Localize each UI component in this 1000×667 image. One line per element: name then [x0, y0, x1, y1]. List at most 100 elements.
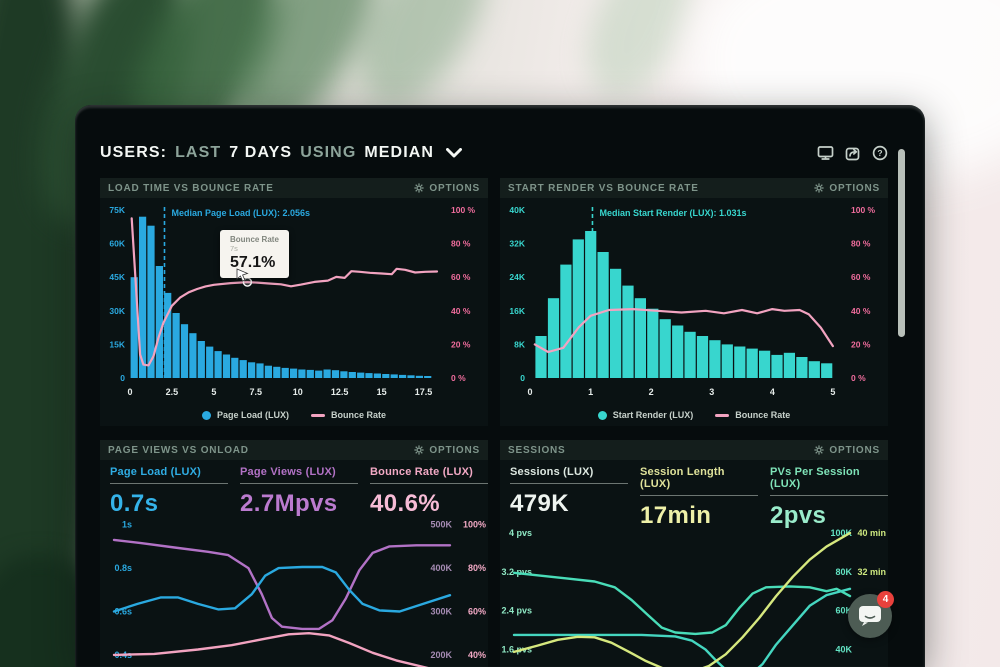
- histogram-bar[interactable]: [281, 367, 289, 378]
- scrollbar[interactable]: [898, 149, 905, 337]
- metric-value: 17min: [640, 502, 712, 529]
- legend-item-bounce-rate[interactable]: Bounce Rate: [311, 410, 386, 420]
- tick-label: 40K: [835, 644, 852, 654]
- line-series-teal-upper[interactable]: [512, 571, 852, 636]
- histogram-bar[interactable]: [248, 362, 256, 378]
- histogram-bar[interactable]: [256, 363, 264, 378]
- header-range-label: 7 DAYS: [229, 144, 293, 161]
- histogram-bar[interactable]: [634, 298, 646, 378]
- chat-badge: 4: [877, 591, 894, 608]
- display-icon[interactable]: [817, 145, 834, 161]
- start-render-histogram[interactable]: Median Start Render (LUX): 1.031s 40K 32K 2…: [500, 200, 888, 404]
- histogram-bar[interactable]: [721, 344, 733, 378]
- histogram-bar[interactable]: [264, 365, 272, 378]
- histogram-bar[interactable]: [214, 351, 222, 378]
- histogram-bar[interactable]: [315, 370, 323, 378]
- options-button[interactable]: OPTIONS: [814, 183, 880, 194]
- histogram-bar[interactable]: [672, 325, 684, 379]
- options-button[interactable]: OPTIONS: [814, 445, 880, 456]
- legend-item-page-load[interactable]: Page Load (LUX): [201, 410, 289, 420]
- chat-button[interactable]: 4: [848, 591, 894, 638]
- legend-item-bounce-rate[interactable]: Bounce Rate: [715, 410, 790, 420]
- histogram-bar[interactable]: [746, 348, 758, 378]
- line-series-page-load[interactable]: [112, 565, 452, 613]
- histogram-bar[interactable]: [808, 361, 820, 378]
- page-views-line-chart[interactable]: 1s 500K 100%0.8s 400K 80%0.6s 300K 60%0.4s 200K…: [100, 516, 488, 667]
- histogram-bar[interactable]: [357, 372, 365, 378]
- histogram-bar[interactable]: [139, 216, 147, 378]
- histogram-bar[interactable]: [547, 298, 560, 378]
- bounce-rate-line[interactable]: [533, 307, 834, 354]
- histogram-bar[interactable]: [659, 319, 671, 378]
- histogram-bar[interactable]: [407, 375, 415, 378]
- line-series-teal-lower[interactable]: [512, 587, 852, 667]
- histogram-bar[interactable]: [709, 340, 721, 378]
- histogram-bar[interactable]: [306, 369, 314, 378]
- load-time-histogram[interactable]: Median Page Load (LUX): 2.056s 75K 60K 45K 3…: [100, 200, 488, 404]
- histogram-bar[interactable]: [164, 292, 172, 378]
- histogram-bar[interactable]: [597, 252, 609, 378]
- tick-label: 2: [649, 387, 654, 397]
- histogram-bar[interactable]: [206, 346, 214, 378]
- histogram-bar[interactable]: [684, 331, 696, 378]
- histogram-bar[interactable]: [759, 350, 771, 378]
- histogram-bar[interactable]: [696, 336, 709, 378]
- histogram-bar[interactable]: [231, 357, 239, 378]
- tick-label: 100K: [830, 528, 852, 538]
- histogram-bar[interactable]: [273, 366, 281, 378]
- histogram-bar[interactable]: [382, 374, 390, 378]
- histogram-bar[interactable]: [424, 376, 432, 378]
- histogram-bar[interactable]: [197, 341, 205, 378]
- histogram-bar[interactable]: [348, 372, 356, 378]
- histogram-bar[interactable]: [172, 313, 180, 378]
- histogram-bar[interactable]: [155, 266, 163, 378]
- tick-label: 60K: [109, 239, 125, 249]
- histogram-bar[interactable]: [572, 239, 584, 378]
- mouse-cursor-icon: [236, 268, 249, 282]
- bounce-rate-line[interactable]: [130, 217, 439, 367]
- histogram-bar[interactable]: [331, 370, 340, 378]
- histogram-bar[interactable]: [390, 374, 398, 378]
- histogram-bar[interactable]: [340, 371, 348, 378]
- metric-underline: [370, 483, 488, 484]
- histogram-bar[interactable]: [147, 225, 155, 378]
- histogram-bar[interactable]: [821, 363, 833, 378]
- histogram-bar[interactable]: [585, 231, 597, 378]
- options-button[interactable]: OPTIONS: [414, 445, 480, 456]
- share-icon[interactable]: [845, 145, 861, 161]
- options-label: OPTIONS: [829, 444, 880, 456]
- histogram-bar[interactable]: [647, 308, 659, 378]
- histogram-bar[interactable]: [222, 354, 231, 379]
- panel-start-render-vs-bounce-rate: START RENDER VS BOUNCE RATE OPTIONS Medi…: [500, 178, 888, 426]
- histogram-bar[interactable]: [622, 285, 634, 378]
- histogram-bar[interactable]: [415, 375, 423, 378]
- histogram-bar[interactable]: [783, 352, 795, 378]
- histogram-bar[interactable]: [189, 333, 197, 378]
- histogram-bar[interactable]: [323, 369, 331, 379]
- histogram-bar[interactable]: [298, 369, 306, 379]
- sessions-line-chart[interactable]: 4 pvs 100K 40 min 3.2 pvs 80K 32 min 2.4 pvs 60…: [500, 516, 888, 667]
- panel-header: LOAD TIME VS BOUNCE RATE OPTIONS: [100, 178, 488, 198]
- histogram-bar[interactable]: [399, 374, 407, 378]
- help-icon[interactable]: ?: [872, 145, 888, 161]
- options-button[interactable]: OPTIONS: [414, 183, 480, 194]
- histogram-bar[interactable]: [373, 373, 381, 379]
- histogram-bar[interactable]: [180, 324, 189, 378]
- line-series-bounce-rate[interactable]: [112, 631, 450, 667]
- line-series-page-views[interactable]: [112, 538, 452, 631]
- tick-label: 80K: [835, 567, 852, 577]
- legend-item-start-render[interactable]: Start Render (LUX): [597, 410, 693, 420]
- histogram-bar[interactable]: [290, 368, 298, 378]
- histogram-bar[interactable]: [771, 354, 783, 378]
- users-filter-dropdown[interactable]: USERS: LAST 7 DAYS USING MEDIAN: [100, 139, 463, 167]
- histogram-bar[interactable]: [796, 357, 808, 378]
- panel-title: LOAD TIME VS BOUNCE RATE: [108, 182, 274, 194]
- histogram-bar[interactable]: [734, 346, 746, 379]
- histogram-bar[interactable]: [130, 277, 138, 378]
- histogram-bar[interactable]: [365, 373, 373, 378]
- histogram-bar[interactable]: [560, 264, 572, 378]
- histogram-bar[interactable]: [239, 360, 247, 378]
- histogram-bar[interactable]: [610, 268, 622, 378]
- histogram-bar[interactable]: [535, 336, 547, 378]
- line-series-yellow[interactable]: [512, 531, 852, 667]
